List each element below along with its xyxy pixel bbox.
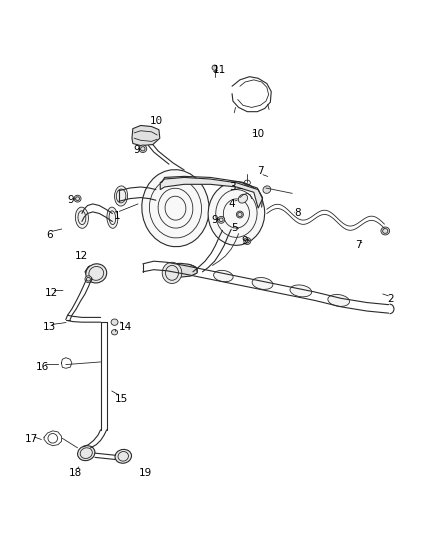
Ellipse shape [162,262,182,284]
Ellipse shape [252,278,273,289]
Text: 2: 2 [388,294,394,304]
Ellipse shape [208,182,265,245]
Text: 10: 10 [149,116,162,126]
Ellipse shape [218,216,225,223]
Text: 5: 5 [231,223,237,233]
Text: 4: 4 [229,199,235,209]
Ellipse shape [74,195,81,202]
Ellipse shape [112,329,117,335]
Text: 17: 17 [25,434,39,444]
Ellipse shape [111,319,118,325]
Ellipse shape [237,211,244,218]
Text: 13: 13 [42,322,56,333]
Ellipse shape [142,169,209,247]
Ellipse shape [328,294,350,306]
Ellipse shape [180,264,198,275]
Text: 9: 9 [133,145,140,155]
Text: 15: 15 [114,394,128,404]
Ellipse shape [238,194,247,203]
Text: 7: 7 [257,166,264,176]
Ellipse shape [85,276,92,282]
Text: 12: 12 [45,288,58,298]
Text: 14: 14 [119,322,132,333]
Polygon shape [85,264,105,280]
Text: 12: 12 [75,251,88,261]
Text: 8: 8 [294,208,300,219]
Ellipse shape [139,145,147,152]
Text: 11: 11 [212,66,226,75]
Text: 10: 10 [251,129,265,139]
Ellipse shape [75,207,88,228]
Text: 9: 9 [242,236,248,246]
Polygon shape [132,125,160,146]
Text: 6: 6 [46,230,53,240]
Ellipse shape [290,285,312,297]
Ellipse shape [244,238,251,245]
Ellipse shape [78,446,95,461]
Text: 9: 9 [68,195,74,205]
Ellipse shape [114,186,127,206]
Text: 1: 1 [113,211,120,221]
Text: 9: 9 [212,215,218,225]
Ellipse shape [381,227,390,235]
Polygon shape [160,177,262,208]
Ellipse shape [86,264,107,283]
Ellipse shape [212,65,217,70]
Ellipse shape [107,207,118,228]
Text: 3: 3 [229,182,235,192]
Text: 18: 18 [69,469,82,478]
Text: 7: 7 [355,240,362,251]
Polygon shape [165,263,197,277]
Text: 19: 19 [138,469,152,478]
Ellipse shape [115,449,131,463]
Ellipse shape [214,270,233,282]
Ellipse shape [263,186,271,193]
Text: 16: 16 [36,362,49,372]
